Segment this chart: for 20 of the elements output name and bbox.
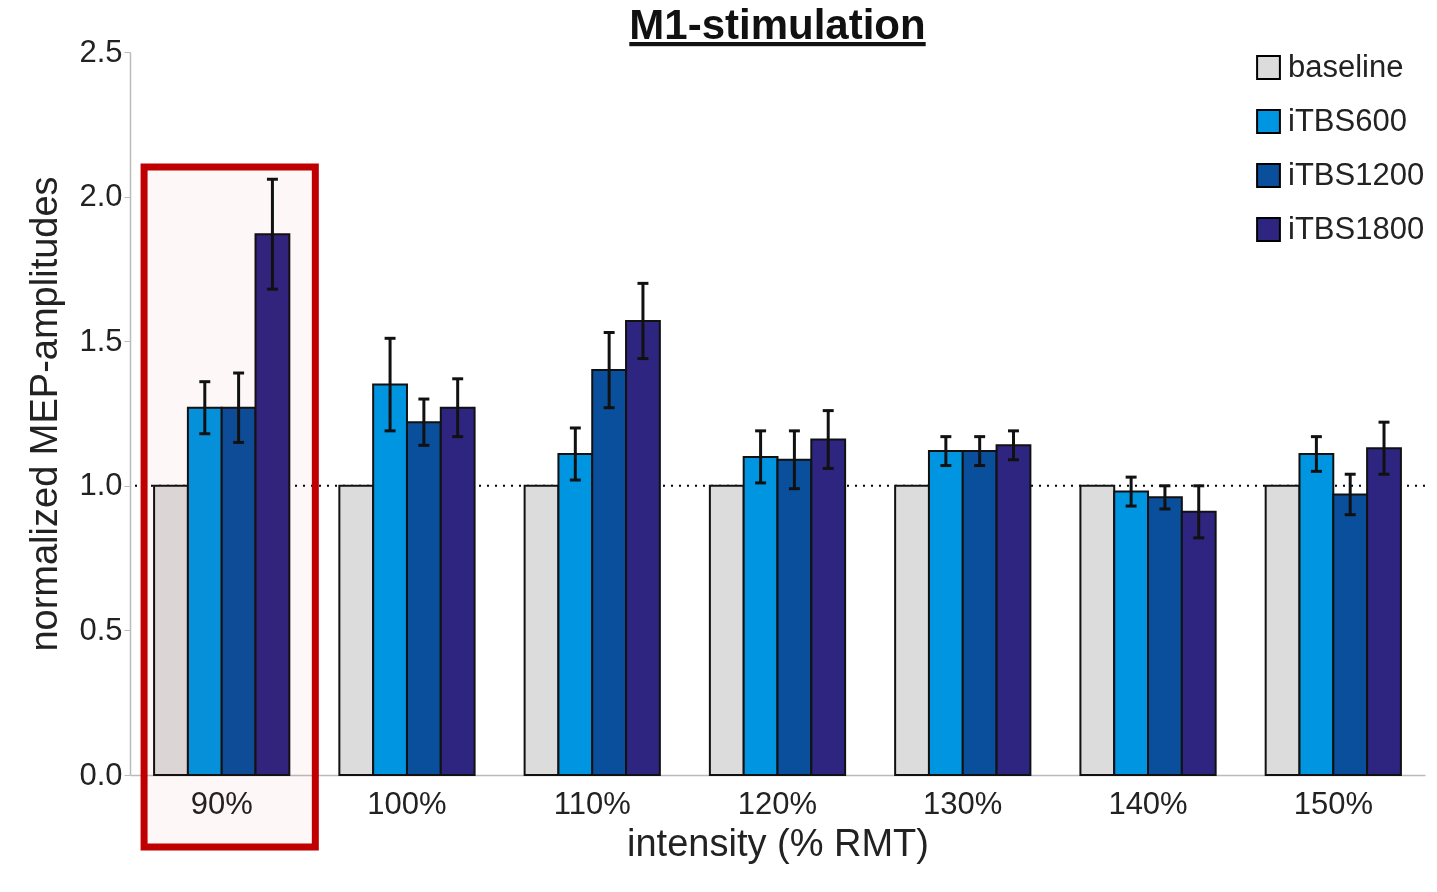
x-axis-title: intensity (% RMT)	[627, 821, 929, 864]
x-tick-label: 130%	[923, 785, 1003, 821]
x-tick-label: 120%	[737, 785, 818, 821]
y-tick-label: 2.0	[79, 178, 123, 214]
x-tick-label: 150%	[1293, 785, 1373, 821]
x-tick-label: 100%	[367, 785, 447, 821]
legend-label: iTBS1200	[1288, 156, 1425, 192]
y-tick-label: 1.5	[79, 322, 123, 358]
legend-label: baseline	[1288, 48, 1404, 84]
x-tick-label: 140%	[1108, 785, 1188, 821]
y-axis-title: normalized MEP-amplitudes	[23, 176, 66, 652]
y-tick-label: 0.0	[79, 756, 123, 792]
legend-label: iTBS600	[1288, 102, 1407, 138]
y-tick-label: 2.5	[79, 33, 123, 69]
y-tick-label: 1.0	[79, 467, 123, 503]
chart-title: M1-stimulation	[629, 1, 926, 48]
x-tick-label: 90%	[190, 785, 253, 821]
y-tick-label: 0.5	[79, 611, 123, 647]
legend-label: iTBS1800	[1288, 210, 1425, 246]
x-tick-label: 110%	[553, 785, 631, 821]
